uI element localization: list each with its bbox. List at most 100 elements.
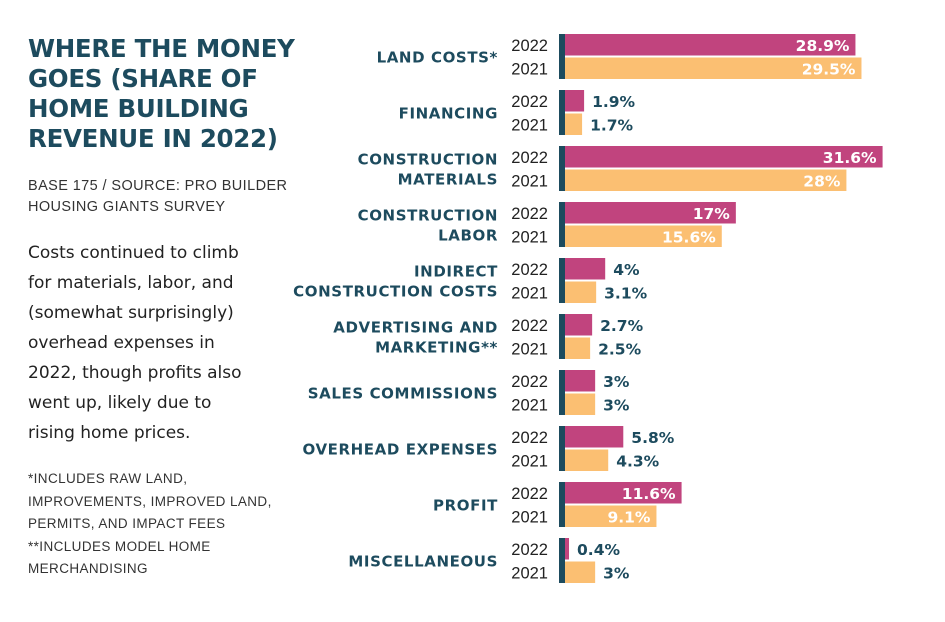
bar-2021 — [565, 505, 657, 527]
year-label: 2022 — [511, 317, 548, 335]
bar-2022 — [565, 90, 585, 112]
footnote-line: **INCLUDES MODEL HOME — [28, 538, 211, 554]
bar-2022 — [565, 370, 596, 392]
source-note: BASE 175 / SOURCE: PRO BUILDER HOUSING G… — [28, 176, 313, 218]
axis-stripe — [559, 538, 565, 583]
axis-stripe — [559, 370, 565, 415]
category-label: PROFIT — [433, 497, 498, 515]
bar-2021 — [565, 225, 722, 247]
bar-2021 — [565, 281, 597, 303]
axis-stripe — [559, 34, 565, 79]
category-label: OVERHEAD EXPENSES — [303, 441, 499, 459]
year-label: 2022 — [511, 261, 548, 279]
value-label: 1.9% — [592, 93, 635, 111]
value-label: 11.6% — [622, 485, 676, 503]
year-label: 2022 — [511, 541, 548, 559]
year-label: 2021 — [511, 452, 548, 470]
value-label: 17% — [693, 205, 731, 223]
category-label: MATERIALS — [398, 171, 498, 189]
category-label: CONSTRUCTION COSTS — [293, 283, 498, 301]
bar-2022 — [565, 34, 856, 56]
category-label: CONSTRUCTION — [358, 151, 498, 169]
year-label: 2021 — [511, 564, 548, 582]
bar-2021 — [565, 113, 583, 135]
source-line: HOUSING GIANTS SURVEY — [28, 199, 226, 215]
value-label: 2.5% — [598, 340, 641, 358]
bar-2021 — [565, 449, 609, 471]
year-label: 2022 — [511, 205, 548, 223]
title-line: GOES (SHARE OF — [28, 64, 258, 93]
source-line: BASE 175 / SOURCE: PRO BUILDER — [28, 178, 288, 194]
value-label: 2.7% — [600, 317, 643, 335]
year-label: 2021 — [511, 284, 548, 302]
value-label: 3.1% — [604, 284, 647, 302]
year-label: 2021 — [511, 60, 548, 78]
value-label: 31.6% — [823, 149, 877, 167]
description-line: went up, likely due to — [28, 393, 212, 413]
bar-2022 — [565, 426, 624, 448]
value-label: 29.5% — [802, 60, 856, 78]
axis-stripe — [559, 146, 565, 191]
year-label: 2021 — [511, 228, 548, 246]
category-label: CONSTRUCTION — [358, 207, 498, 225]
value-label: 15.6% — [662, 228, 716, 246]
axis-stripe — [559, 202, 565, 247]
description-line: Costs continued to climb — [28, 243, 239, 263]
bar-2021 — [565, 57, 862, 79]
category-label: FINANCING — [399, 105, 498, 123]
category-label: ADVERTISING AND — [333, 319, 498, 337]
bar-2022 — [565, 314, 593, 336]
bar-2022 — [565, 146, 883, 168]
bar-2021 — [565, 393, 596, 415]
axis-stripe — [559, 426, 565, 471]
sidebar: WHERE THE MONEY GOES (SHARE OF HOME BUIL… — [28, 34, 313, 581]
value-label: 3% — [603, 396, 630, 414]
year-label: 2022 — [511, 429, 548, 447]
bar-2022 — [565, 482, 682, 504]
bar-2021 — [565, 337, 591, 359]
value-label: 5.8% — [631, 429, 674, 447]
category-label: SALES COMMISSIONS — [308, 385, 498, 403]
chart-title: WHERE THE MONEY GOES (SHARE OF HOME BUIL… — [28, 34, 313, 154]
axis-stripe — [559, 258, 565, 303]
category-label: LAND COSTS* — [377, 49, 498, 67]
bar-2022 — [565, 258, 606, 280]
year-label: 2021 — [511, 172, 548, 190]
axis-stripe — [559, 90, 565, 135]
value-label: 9.1% — [607, 508, 650, 526]
description: Costs continued to climb for materials, … — [28, 238, 313, 448]
value-label: 4% — [613, 261, 640, 279]
category-label: INDIRECT — [414, 263, 498, 281]
title-line: REVENUE IN 2022) — [28, 124, 278, 153]
description-line: overhead expenses in — [28, 333, 215, 353]
year-label: 2021 — [511, 396, 548, 414]
value-label: 28.9% — [796, 37, 850, 55]
year-label: 2021 — [511, 116, 548, 134]
axis-stripe — [559, 482, 565, 527]
value-label: 3% — [603, 373, 630, 391]
description-line: (somewhat surprisingly) — [28, 303, 234, 323]
year-label: 2022 — [511, 373, 548, 391]
year-label: 2022 — [511, 93, 548, 111]
bar-2022 — [565, 202, 736, 224]
value-label: 1.7% — [590, 116, 633, 134]
value-label: 4.3% — [616, 452, 659, 470]
bar-2021 — [565, 561, 596, 583]
footnote-line: *INCLUDES RAW LAND, — [28, 471, 188, 486]
bar-2021 — [565, 169, 847, 191]
axis-stripe — [559, 314, 565, 359]
year-label: 2021 — [511, 508, 548, 526]
description-line: 2022, though profits also — [28, 363, 242, 383]
title-line: WHERE THE MONEY — [28, 34, 295, 63]
category-label: MISCELLANEOUS — [348, 553, 498, 571]
footnote-line: PERMITS, AND IMPACT FEES — [28, 516, 226, 531]
footnote-line: MERCHANDISING — [28, 561, 148, 576]
category-label: LABOR — [438, 227, 498, 245]
description-line: rising home prices. — [28, 423, 191, 443]
year-label: 2022 — [511, 37, 548, 55]
description-line: for materials, labor, and — [28, 273, 234, 293]
footnotes: *INCLUDES RAW LAND, IMPROVEMENTS, IMPROV… — [28, 468, 313, 581]
year-label: 2022 — [511, 485, 548, 503]
year-label: 2022 — [511, 149, 548, 167]
